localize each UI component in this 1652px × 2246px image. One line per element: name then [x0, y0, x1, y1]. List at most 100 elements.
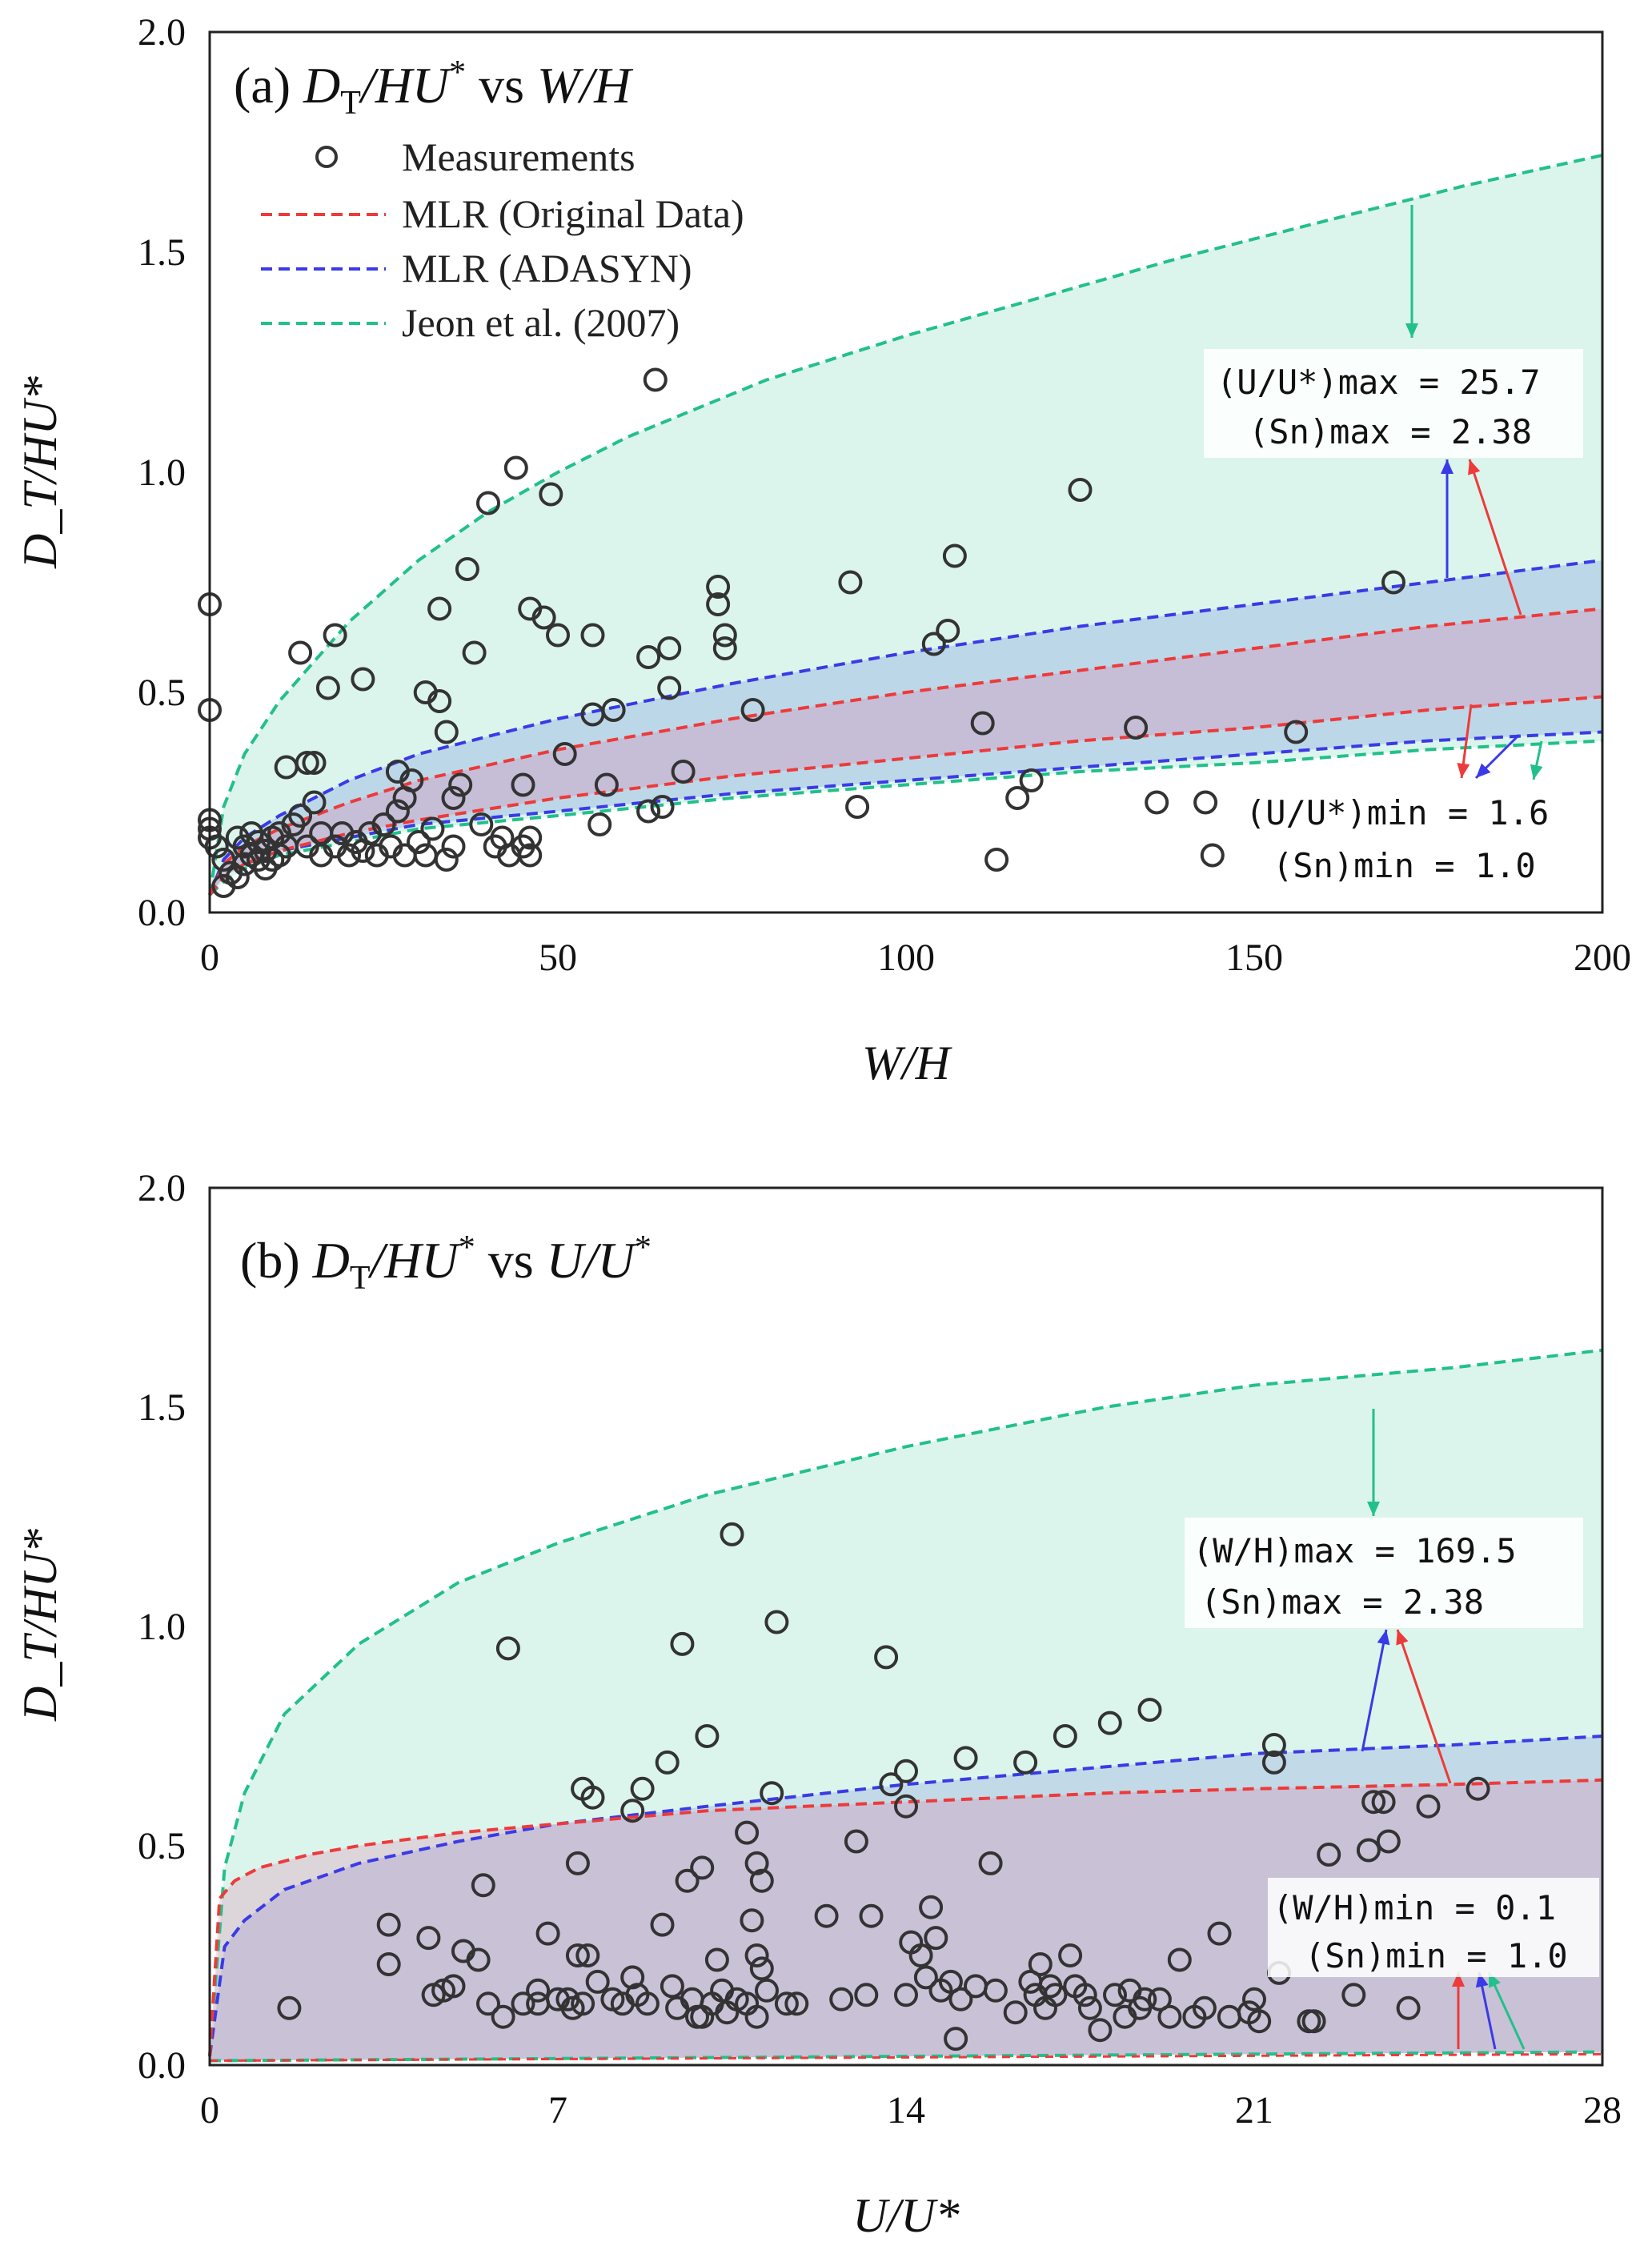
measurement-point	[1193, 790, 1218, 815]
measurement-point	[476, 1991, 500, 2016]
measurement-point	[441, 786, 466, 810]
panel-b-max-annotation-line2: (Sn)max = 2.38	[1201, 1582, 1484, 1622]
measurement-point	[495, 1636, 520, 1661]
measurement-point	[970, 711, 995, 736]
measurement-point	[844, 1829, 868, 1854]
measurement-point	[580, 623, 605, 648]
y-tick-label: 1.0	[138, 1606, 186, 1648]
legend-measurements-marker	[315, 146, 338, 168]
measurement-point	[1356, 1838, 1381, 1863]
panel-b-title: (b) DT/HU* vs U/U*	[240, 1229, 652, 1297]
measurement-point	[838, 570, 863, 595]
curve-mlr-adasyn-lower	[208, 730, 1603, 896]
measurement-point	[690, 1855, 715, 1880]
panel-a-min-annotation-line2: (Sn)min = 1.0	[1273, 846, 1536, 885]
measurement-point	[587, 812, 612, 836]
measurement-point	[894, 1983, 918, 2007]
annotation-arrow	[1361, 1629, 1388, 1752]
measurement-point	[655, 1750, 680, 1775]
measurement-point	[1167, 1947, 1192, 1972]
x-tick-label: 200	[1574, 937, 1631, 979]
curve-mlr-lower	[209, 2052, 1603, 2062]
measurement-point	[315, 676, 340, 700]
measurement-point	[323, 623, 347, 648]
measurement-point	[1053, 1724, 1077, 1748]
measurement-point	[894, 1794, 918, 1819]
measurement-point	[1157, 2004, 1182, 2029]
y-tick-label: 0.5	[138, 672, 186, 714]
curve-jeon-et-al-2007-upper	[208, 154, 1603, 896]
measurement-point	[924, 1926, 948, 1951]
measurement-point	[620, 1799, 645, 1823]
measurement-point	[894, 1759, 918, 1783]
measurement-point	[1396, 1995, 1421, 2020]
y-tick-label: 2.0	[138, 1167, 186, 1209]
panel-b-curves	[208, 1348, 1603, 2063]
measurement-point	[874, 1645, 899, 1670]
x-tick-label: 100	[877, 937, 935, 979]
measurement-point	[580, 1785, 605, 1810]
measurement-point	[706, 592, 731, 616]
measurement-point	[1466, 1776, 1490, 1801]
measurement-point	[720, 1522, 744, 1546]
measurement-point	[511, 1991, 535, 2016]
measurement-point	[503, 455, 528, 480]
y-tick-label: 0.0	[138, 892, 186, 934]
measurement-point	[938, 1969, 963, 1994]
legend-mlr-original-label: MLR (Original Data)	[402, 191, 744, 236]
annotation-arrowhead	[1452, 1972, 1465, 1987]
measurement-point	[1317, 1843, 1341, 1867]
panel-a-max-annotation-line2: (Sn)max = 2.38	[1249, 412, 1532, 451]
measurement-point	[735, 1820, 760, 1845]
measurement-point	[535, 1921, 560, 1946]
measurement-point	[225, 865, 250, 889]
curve-jeon-et-al-2007-upper	[208, 1348, 1603, 2057]
x-tick-label: 21	[1235, 2089, 1273, 2132]
measurement-point	[755, 1978, 779, 2003]
measurement-point	[441, 834, 466, 859]
measurement-point	[351, 667, 375, 692]
measurement-point	[441, 1974, 466, 1999]
measurement-point	[1068, 478, 1093, 502]
measurement-point	[984, 848, 1009, 872]
measurement-point	[740, 1908, 764, 1933]
measurement-point	[469, 812, 494, 836]
measurement-point	[1381, 570, 1405, 595]
measurement-point	[650, 795, 675, 819]
panel-a-max-annotation-line1: (U/U*)max = 25.7	[1217, 363, 1541, 402]
measurement-point	[635, 1991, 660, 2016]
measurement-point	[1043, 1983, 1068, 2007]
panel-b-y-axis-label: D_T/HU*	[14, 1529, 66, 1722]
measurement-point	[1097, 1711, 1122, 1735]
measurement-point	[744, 2004, 769, 2029]
measurement-point	[337, 843, 361, 868]
measurement-point	[1371, 1790, 1396, 1815]
annotation-arrowhead	[1377, 1630, 1390, 1646]
panel-a-legend: Measurements MLR (Original Data) MLR (AD…	[261, 134, 744, 345]
measurement-point	[420, 816, 445, 841]
measurement-point	[399, 768, 424, 792]
x-tick-label: 7	[548, 2089, 567, 2132]
measurement-point	[526, 1978, 551, 2003]
panel-b-annotation-arrows	[1361, 1409, 1526, 2050]
measurement-point	[1145, 790, 1169, 815]
measurement-point	[1124, 716, 1149, 740]
measurement-point	[1284, 720, 1309, 744]
measurement-point	[407, 830, 431, 854]
measurement-point	[476, 491, 500, 515]
measurement-point	[704, 1947, 729, 1972]
measurement-point	[854, 1983, 879, 2007]
measurement-point	[1147, 1987, 1172, 2011]
measurement-point	[455, 557, 479, 581]
jeon-band-fill	[210, 155, 1602, 895]
measurement-point	[636, 645, 661, 669]
measurement-point	[908, 1943, 933, 1967]
measurement-point	[1133, 1987, 1157, 2011]
x-tick-label: 0	[200, 2089, 219, 2132]
measurement-point	[1003, 2000, 1028, 2025]
annotation-arrowhead	[1396, 1630, 1409, 1646]
measurement-point	[531, 605, 556, 630]
measurement-point	[462, 640, 487, 665]
measurement-point	[1077, 1995, 1102, 2020]
